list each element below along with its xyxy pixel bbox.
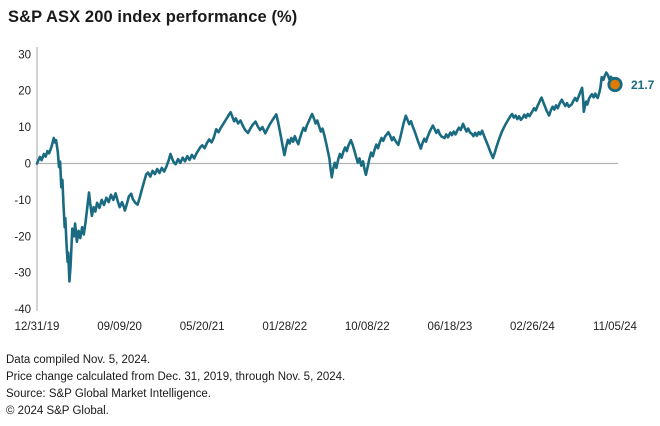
x-tick-label: 10/08/22 bbox=[345, 321, 390, 333]
y-tick-label: 0 bbox=[25, 159, 31, 171]
y-tick-label: -20 bbox=[14, 231, 31, 243]
x-tick-label: 02/26/24 bbox=[510, 321, 555, 333]
y-tick-label: -10 bbox=[14, 195, 31, 207]
y-tick-label: 10 bbox=[18, 122, 31, 134]
footnote-source: Source: S&P Global Market Intelligence. bbox=[6, 388, 211, 400]
x-tick-label: 06/18/23 bbox=[427, 321, 472, 333]
y-tick-label: 20 bbox=[18, 86, 31, 98]
chart-title: S&P ASX 200 index performance (%) bbox=[8, 8, 298, 26]
y-tick-label: 30 bbox=[18, 49, 31, 61]
x-tick-label: 01/28/22 bbox=[262, 321, 307, 333]
end-point-marker bbox=[607, 76, 623, 93]
footnote-copyright: © 2024 S&P Global. bbox=[6, 405, 109, 417]
y-tick-label: -30 bbox=[14, 268, 31, 280]
y-tick-label: -40 bbox=[14, 304, 31, 316]
x-tick-label: 09/09/20 bbox=[97, 321, 142, 333]
footnotes: Data compiled Nov. 5, 2024. Price change… bbox=[6, 352, 345, 420]
x-tick-label: 11/05/24 bbox=[593, 321, 638, 333]
footnote-calculation: Price change calculated from Dec. 31, 20… bbox=[6, 371, 346, 383]
x-tick-label: 05/20/21 bbox=[180, 321, 225, 333]
footnote-data-compiled: Data compiled Nov. 5, 2024. bbox=[6, 354, 151, 366]
price-line bbox=[35, 71, 617, 283]
x-tick-label: 12/31/19 bbox=[15, 321, 60, 333]
end-value-label: 21.7 bbox=[631, 78, 655, 92]
